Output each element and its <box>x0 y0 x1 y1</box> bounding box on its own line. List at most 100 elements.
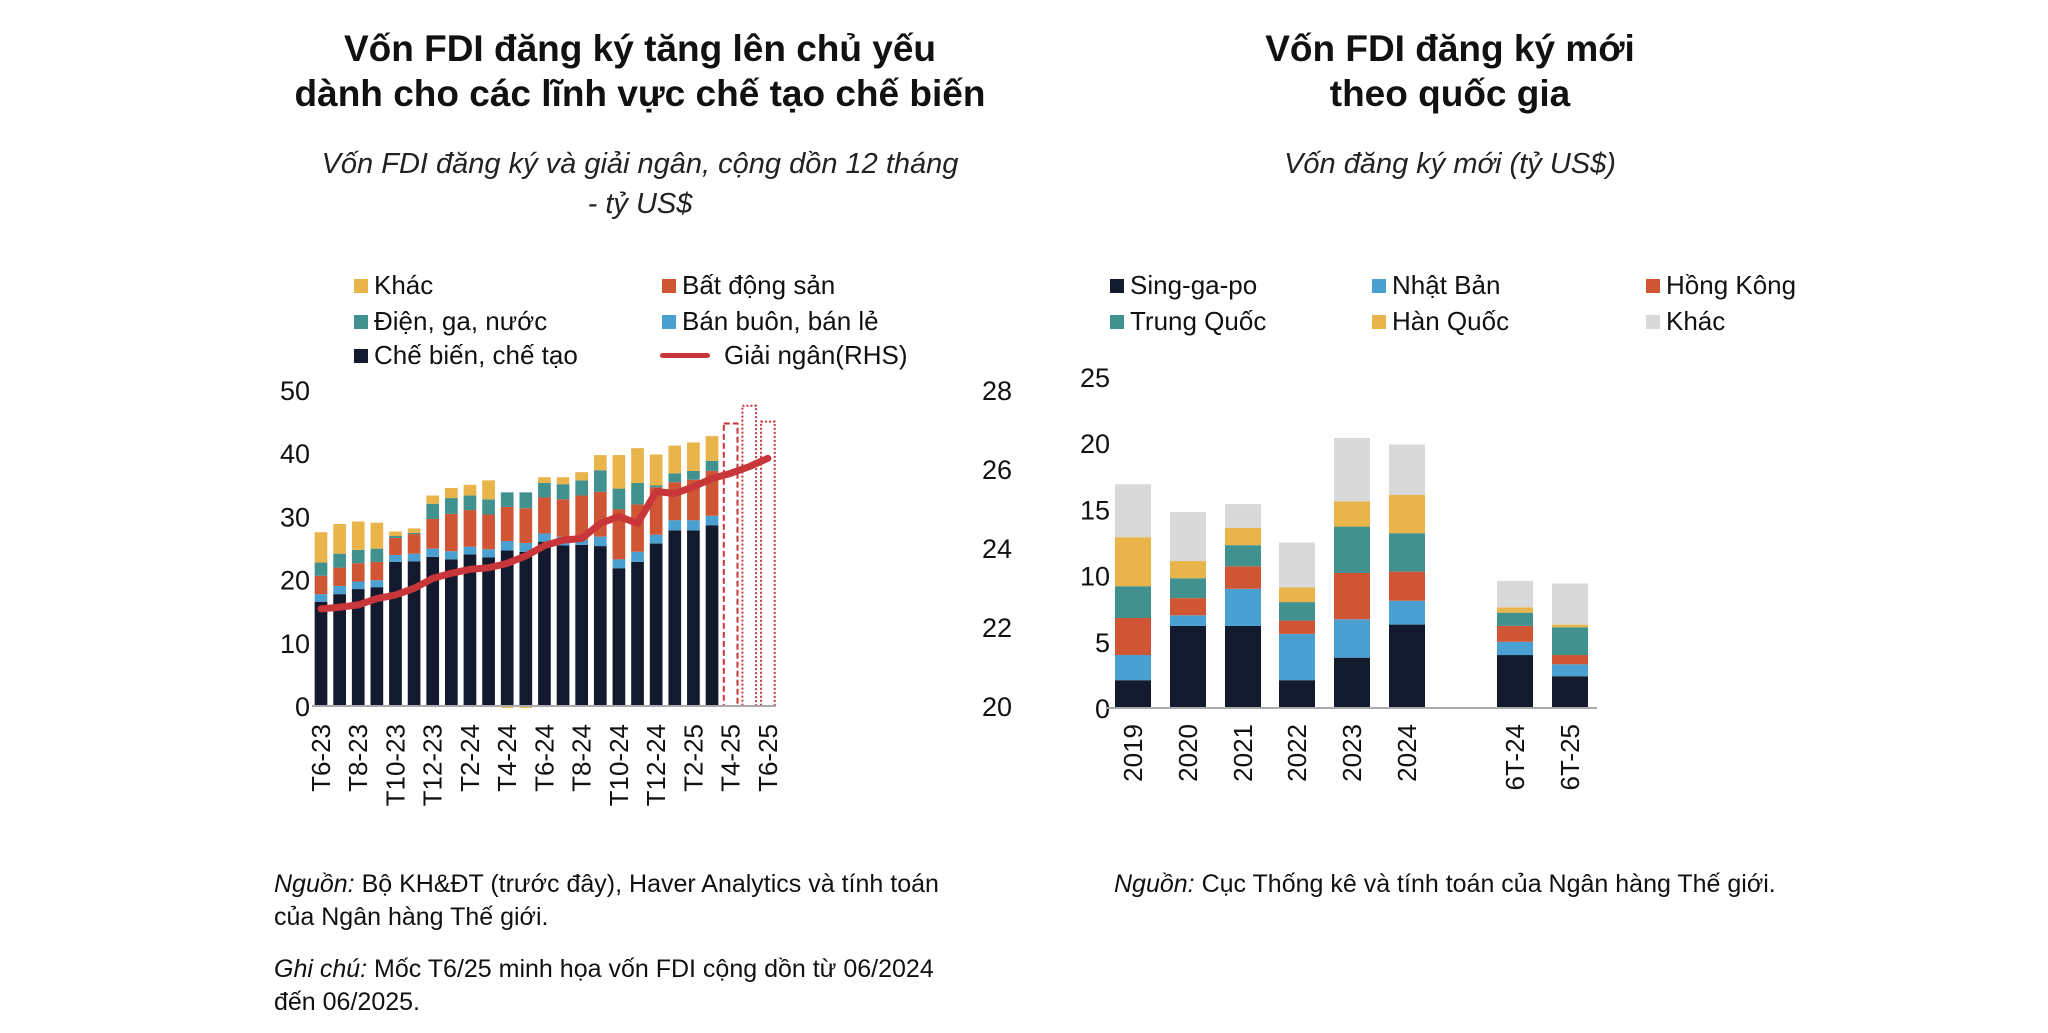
bar-segment <box>1279 602 1315 621</box>
bar-segment <box>705 515 719 526</box>
bar-segment <box>407 561 421 706</box>
legend-swatch <box>354 278 368 293</box>
legend-item-korea: Hàn Quốc <box>1372 306 1509 337</box>
bar-segment <box>1497 612 1533 626</box>
legend-swatch <box>354 314 368 329</box>
bar-segment <box>1334 657 1370 708</box>
bar-segment <box>687 520 700 531</box>
x-tick-label: T2-25 <box>678 724 708 792</box>
bar-segment <box>668 473 682 483</box>
legend-item-manufacturing: Chế biến, chế tạo <box>354 340 578 371</box>
bar-segment <box>575 544 589 706</box>
y-tick-label: 0 <box>1095 694 1110 724</box>
bar-segment <box>1552 624 1588 628</box>
bar-segment <box>482 480 495 500</box>
x-tick-label: T4-25 <box>716 724 746 792</box>
y-tick-label: 10 <box>280 629 310 659</box>
bar-segment <box>1115 537 1151 587</box>
bar-segment <box>1225 545 1261 567</box>
legend-item-other: Khác <box>354 270 433 301</box>
bar-segment <box>1389 494 1425 534</box>
disbursement-line <box>317 454 772 613</box>
source-text: Cục Thống kê và tính toán của Ngân hàng … <box>1194 870 1776 898</box>
bar-segment <box>1497 641 1533 656</box>
bar-segment <box>389 531 402 536</box>
y2-tick-label: 26 <box>982 455 1012 485</box>
y-tick-label: 20 <box>1080 429 1110 459</box>
legend-swatch <box>1110 278 1124 293</box>
bar-segment <box>351 563 365 582</box>
bar-segment <box>538 482 551 498</box>
y-tick-label: 10 <box>1080 562 1110 592</box>
bar-segment <box>668 530 682 706</box>
legend-line <box>660 353 710 358</box>
bar-segment <box>444 487 458 499</box>
bar-segment <box>1279 680 1315 708</box>
legend-item-real-estate: Bất động sản <box>662 270 835 301</box>
bar-segment <box>1497 580 1533 608</box>
right-source-note: Nguồn: Cục Thống kê và tính toán của Ngâ… <box>1114 868 1776 901</box>
legend-label: Khác <box>374 270 434 300</box>
y-tick-label: 0 <box>295 692 310 722</box>
bar-segment <box>519 551 533 706</box>
bar-segment <box>426 495 440 504</box>
left-title-line-2: dành cho các lĩnh vực chế tạo chế biến <box>294 73 986 114</box>
bar-segment <box>612 559 626 569</box>
bar-segment <box>482 557 495 706</box>
bar-segment <box>333 585 346 595</box>
bar-segment <box>351 581 365 590</box>
bar-segment <box>389 537 402 555</box>
bar-segment <box>1389 600 1425 625</box>
projection-bar <box>741 404 758 707</box>
x-tick-label: T8-24 <box>567 724 597 792</box>
bar-segment <box>612 455 626 489</box>
bar-segment <box>1279 587 1315 603</box>
bar-segment <box>500 506 514 542</box>
legend-item-retail: Bán buôn, bán lẻ <box>662 306 879 337</box>
bar-segment <box>370 561 384 581</box>
bar-segment <box>1225 588 1261 626</box>
x-tick-label: T6-25 <box>753 724 783 792</box>
note-text-2: đến 06/2025. <box>274 988 420 1016</box>
bar-segment <box>500 550 514 706</box>
bar-segment <box>426 548 440 557</box>
bar-segment <box>575 472 589 481</box>
bar-segment <box>649 543 663 706</box>
right-title-line-2: theo quốc gia <box>1329 73 1571 114</box>
y2-tick-label: 24 <box>982 534 1012 564</box>
legend-label: Chế biến, chế tạo <box>374 340 578 370</box>
bar-segment <box>1170 615 1206 626</box>
y2-tick-label: 20 <box>982 692 1012 722</box>
bar-segment <box>482 499 495 515</box>
bar-segment <box>1389 571 1425 601</box>
bar-segment <box>370 522 384 549</box>
x-tick-label: T12-23 <box>418 724 448 806</box>
bar-segment <box>333 553 346 568</box>
bar-segment <box>649 454 663 486</box>
note-text: Mốc T6/25 minh họa vốn FDI cộng dồn từ 0… <box>367 955 934 983</box>
projection-bar <box>722 422 739 707</box>
bar-segment <box>314 601 328 706</box>
bar-segment <box>687 530 700 706</box>
bar-segment <box>1552 655 1588 665</box>
left-subtitle-line-1: Vốn FDI đăng ký và giải ngân, cộng dồn 1… <box>321 148 959 180</box>
bar-segment <box>1170 561 1206 579</box>
bar-segment <box>463 554 477 706</box>
bar-segment <box>463 510 477 547</box>
bar-segment <box>1389 444 1425 495</box>
legend-item-utilities: Điện, ga, nước <box>354 306 547 337</box>
legend-swatch <box>1646 314 1660 329</box>
bar-segment <box>1497 625 1533 642</box>
bar-segment <box>389 554 402 562</box>
bar-segment <box>444 498 458 514</box>
bar-segment <box>1497 607 1533 613</box>
bar-segment <box>444 513 458 552</box>
bar-segment <box>314 562 328 576</box>
legend-item-disbursement: Giải ngân(RHS) <box>660 340 908 371</box>
bar-segment <box>631 561 644 706</box>
left-subtitle-line-2: - tỷ US$ <box>587 188 693 220</box>
bar-segment <box>556 484 570 500</box>
bar-segment <box>1115 586 1151 618</box>
bar-segment <box>1279 620 1315 634</box>
